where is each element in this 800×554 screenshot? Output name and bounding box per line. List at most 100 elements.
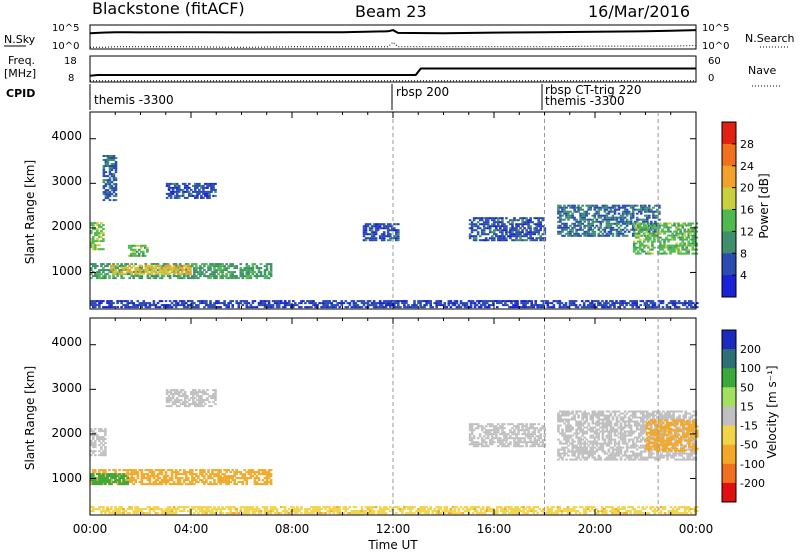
velocity-cell bbox=[599, 414, 603, 417]
power-cell bbox=[559, 230, 562, 233]
velocity-cell bbox=[637, 422, 641, 425]
power-cell bbox=[300, 306, 303, 309]
power-cell bbox=[675, 230, 678, 233]
velocity-cell bbox=[587, 456, 590, 459]
power-cell bbox=[168, 300, 172, 303]
power-cell bbox=[182, 277, 186, 280]
power-cell bbox=[407, 304, 410, 307]
velocity-cell bbox=[583, 432, 586, 435]
velocity-cell bbox=[513, 433, 516, 436]
velocity-cell bbox=[227, 477, 230, 480]
power-cell bbox=[166, 304, 170, 307]
power-cell bbox=[413, 300, 416, 303]
power-cell bbox=[265, 300, 269, 303]
power-cell bbox=[308, 300, 311, 303]
power-cell bbox=[636, 228, 640, 231]
power-cell bbox=[112, 179, 116, 182]
power-cell bbox=[419, 302, 422, 305]
power-cell bbox=[615, 230, 619, 233]
power-cell bbox=[569, 214, 572, 217]
velocity-cell bbox=[517, 429, 520, 432]
power-cell bbox=[386, 227, 390, 230]
velocity-cell bbox=[642, 416, 645, 419]
power-cell bbox=[653, 228, 656, 231]
velocity-cell bbox=[589, 428, 592, 431]
power-cell bbox=[112, 155, 116, 157]
power-cell bbox=[98, 224, 101, 227]
power-cell bbox=[687, 244, 690, 247]
velocity-cell bbox=[474, 445, 478, 448]
power-cell bbox=[685, 306, 689, 309]
power-cell bbox=[193, 273, 196, 276]
power-cell bbox=[654, 210, 657, 213]
velocity-cell bbox=[539, 433, 542, 436]
power-cell bbox=[683, 242, 686, 245]
power-cell bbox=[493, 237, 496, 240]
power-colorbar-tick: 20 bbox=[740, 182, 754, 195]
velocity-cell bbox=[633, 446, 637, 449]
velocity-cell bbox=[563, 442, 566, 445]
velocity-cell bbox=[605, 428, 609, 431]
power-cell bbox=[112, 177, 116, 180]
velocity-cell bbox=[120, 481, 123, 484]
power-cell bbox=[605, 220, 609, 223]
power-cell bbox=[621, 234, 625, 237]
power-cell bbox=[184, 269, 188, 272]
power-cell bbox=[162, 265, 166, 268]
velocity-cell bbox=[648, 452, 651, 455]
velocity-cell bbox=[209, 475, 212, 478]
power-cell bbox=[579, 226, 582, 229]
power-cell bbox=[188, 182, 191, 185]
velocity-cell bbox=[621, 436, 625, 439]
power-cell bbox=[144, 244, 147, 247]
power-cell bbox=[675, 242, 678, 245]
power-cell bbox=[661, 300, 665, 303]
velocity-cell bbox=[102, 454, 105, 457]
velocity-cell bbox=[177, 399, 181, 402]
velocity-cell bbox=[535, 443, 538, 446]
velocity-cell bbox=[178, 483, 182, 486]
power-cell bbox=[140, 264, 144, 267]
velocity-cell bbox=[184, 475, 188, 478]
velocity-cell bbox=[196, 391, 199, 394]
power-cell bbox=[182, 300, 186, 303]
velocity-cell bbox=[142, 483, 146, 486]
velocity-cell bbox=[116, 473, 119, 476]
power-cell bbox=[557, 232, 560, 235]
power-cell bbox=[173, 194, 177, 197]
power-cell bbox=[613, 208, 617, 211]
velocity-cell bbox=[181, 389, 185, 392]
velocity-cell bbox=[501, 423, 504, 426]
power-cell bbox=[663, 226, 666, 229]
power-cell bbox=[128, 273, 131, 276]
velocity-cell bbox=[652, 444, 655, 447]
power-cell bbox=[322, 300, 325, 303]
velocity-cell bbox=[227, 479, 230, 482]
power-cell bbox=[508, 300, 511, 303]
velocity-cell bbox=[132, 477, 135, 480]
power-cell bbox=[619, 206, 623, 209]
velocity-cell bbox=[631, 440, 635, 443]
velocity-cell bbox=[571, 428, 574, 431]
power-cell bbox=[169, 194, 173, 197]
power-cell bbox=[651, 304, 655, 307]
velocity-cell bbox=[623, 436, 627, 439]
power-cell bbox=[673, 244, 676, 247]
power-cell bbox=[673, 250, 676, 253]
power-cell bbox=[391, 225, 394, 228]
velocity-cell bbox=[631, 412, 635, 415]
power-cell bbox=[511, 229, 514, 232]
power-cell bbox=[472, 235, 476, 238]
power-cell bbox=[104, 277, 107, 280]
power-cell bbox=[567, 212, 570, 215]
power-cell bbox=[512, 300, 515, 303]
power-cell bbox=[613, 210, 617, 213]
power-cell bbox=[102, 167, 106, 169]
power-cell bbox=[255, 273, 259, 276]
power-cell bbox=[503, 237, 506, 240]
power-cell bbox=[537, 233, 540, 236]
velocity-cell bbox=[644, 444, 647, 447]
velocity-cell bbox=[169, 397, 173, 400]
power-cell bbox=[213, 267, 216, 270]
power-cell bbox=[501, 235, 504, 238]
